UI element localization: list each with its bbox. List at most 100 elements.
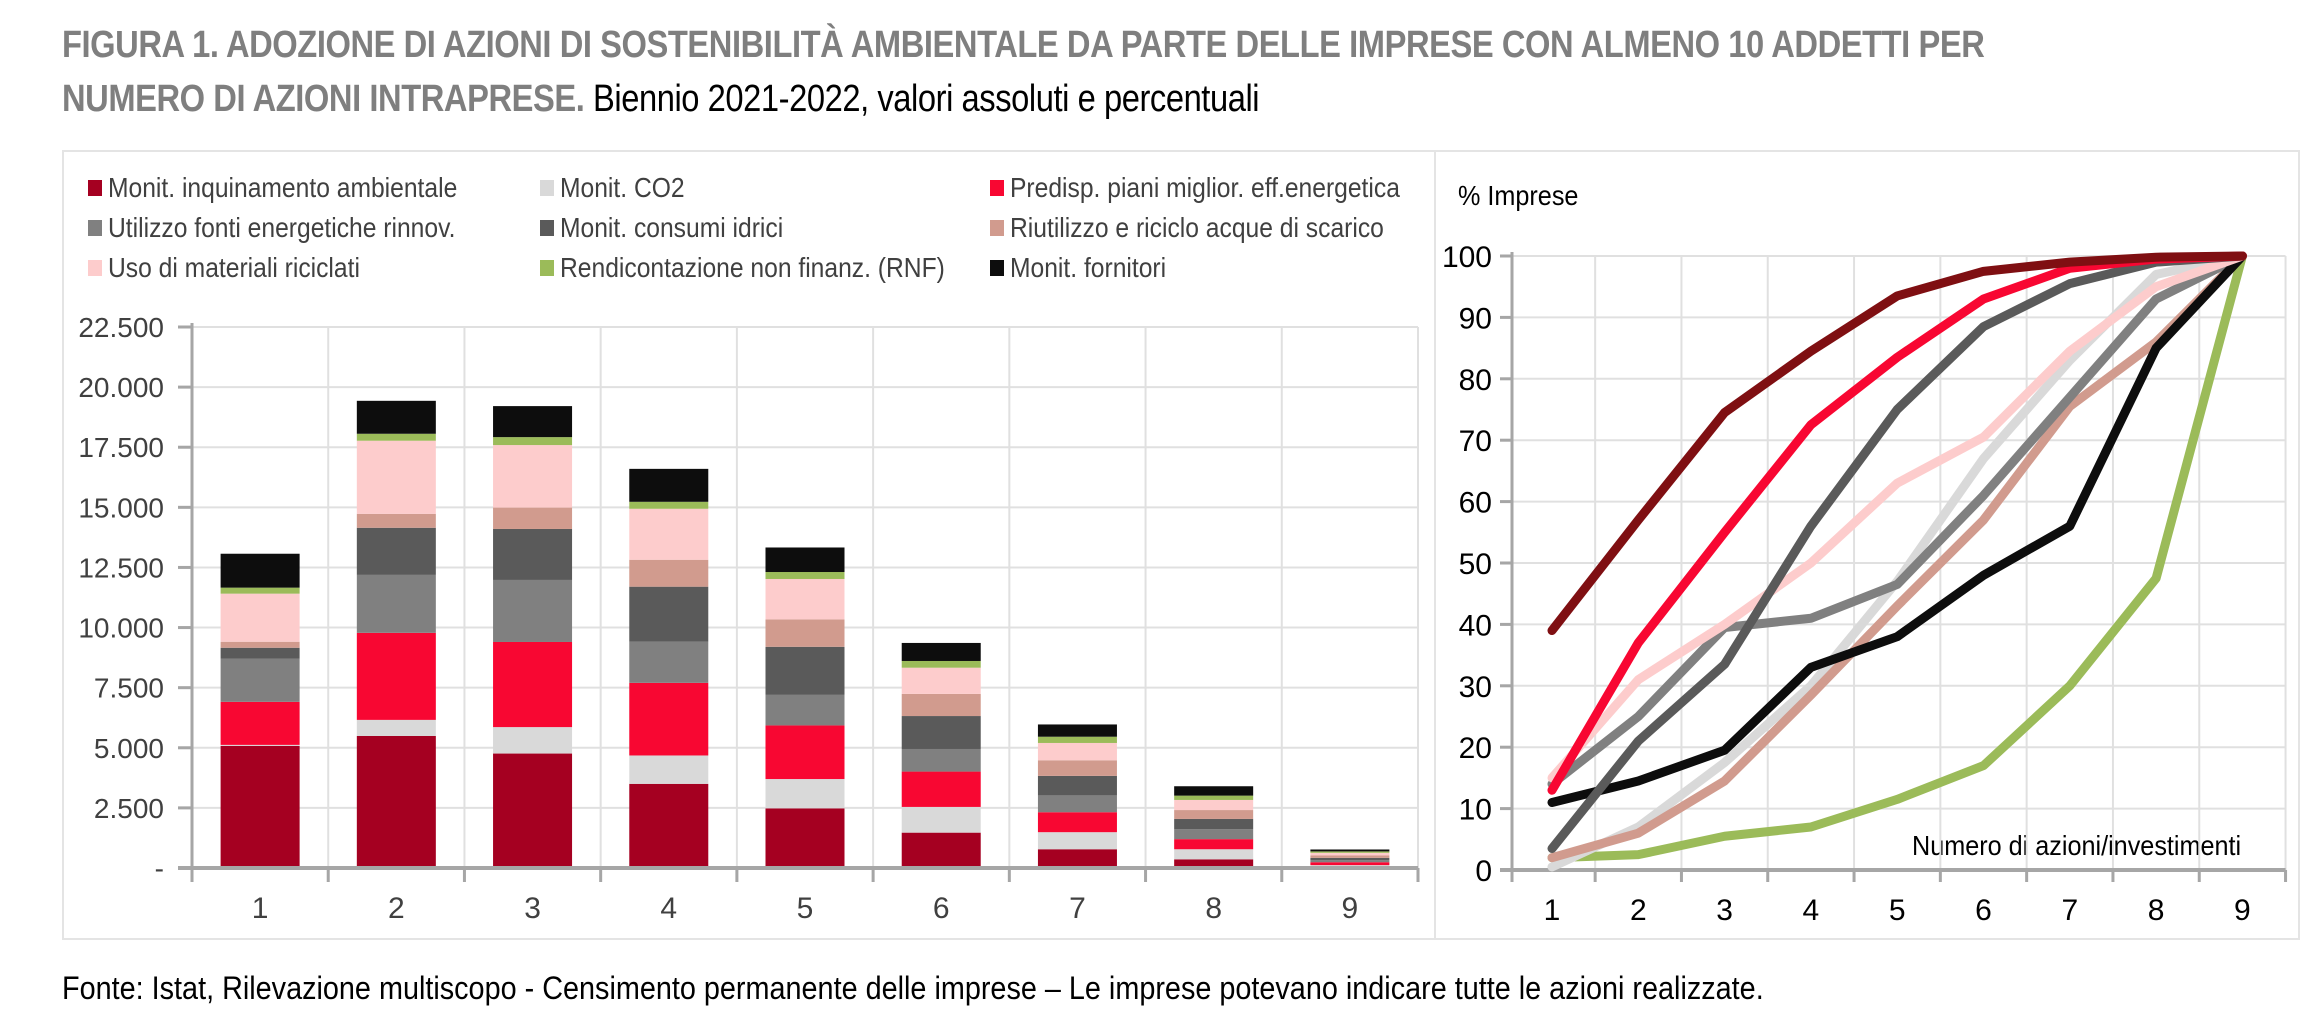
bar-segment [901, 716, 981, 749]
line-y-tick-label: 0 [1475, 855, 1492, 888]
bar-segment [765, 694, 845, 726]
line-series [1547, 251, 2247, 636]
bar-y-tick-label: 17.500 [78, 432, 164, 463]
line-series [1547, 251, 2247, 789]
legend-item: Monit. CO2 [540, 172, 702, 204]
bar-segment [765, 572, 845, 579]
legend-swatch [990, 220, 1004, 236]
bar-segment [629, 783, 709, 868]
bar-segment [1310, 849, 1390, 852]
legend-label: Uso di materiali riciclati [108, 252, 360, 283]
source-note: Fonte: Istat, Rilevazione multiscopo - C… [62, 970, 1764, 1006]
bar-x-tick-label: 5 [797, 892, 814, 925]
bar-segment [220, 593, 300, 642]
bar-segment [356, 440, 436, 514]
title-subtitle: Biennio 2021-2022, valori assoluti e per… [593, 78, 1260, 120]
legend-item: Monit. consumi idrici [540, 212, 814, 244]
bar-segment [356, 574, 436, 633]
bar-y-tick-label: - [155, 853, 164, 884]
line-y-tick-label: 20 [1459, 732, 1492, 765]
bar-segment [220, 745, 300, 868]
bar-segment [1174, 799, 1254, 811]
line-x-tick-label: 4 [1803, 894, 1820, 927]
bar-segment [901, 748, 981, 772]
bar-x-tick-label: 8 [1205, 892, 1222, 925]
bar-segment [1174, 810, 1254, 819]
bar-segment [493, 528, 573, 580]
bar-segment [1174, 849, 1254, 860]
bar-segment [1037, 742, 1117, 761]
bar-segment [1174, 795, 1254, 800]
bar-segment [1037, 832, 1117, 850]
bar-segment [220, 641, 300, 648]
chart-frame [62, 150, 2300, 940]
bar-y-tick-label: 12.500 [78, 552, 164, 583]
bar-segment [765, 808, 845, 868]
line-x-tick-label: 3 [1716, 894, 1733, 927]
line-y-tick-label: 90 [1459, 302, 1492, 335]
bar-segment [1310, 862, 1390, 866]
legend-swatch [88, 180, 102, 196]
bar-y-tick-label: 15.000 [78, 492, 164, 523]
bar-segment [1037, 736, 1117, 743]
bar-segment [629, 641, 709, 683]
legend-swatch [88, 220, 102, 236]
bar-segment [356, 513, 436, 528]
panel-divider [1434, 150, 1436, 940]
bar-segment [1037, 849, 1117, 868]
bar-segment [1310, 860, 1390, 863]
legend-swatch [540, 180, 554, 196]
bar-segment [629, 501, 709, 509]
bar-segment [1174, 818, 1254, 830]
bar-segment [765, 725, 845, 780]
bar-segment [356, 735, 436, 868]
bar-y-tick-label: 2.500 [94, 793, 164, 824]
stacked-bar-chart: - 2.500 5.000 7.500 10.000 12.500 15.000 17.500… [78, 312, 1420, 925]
bar-x-tick-label: 3 [524, 892, 541, 925]
bar-x-tick-label: 6 [933, 892, 950, 925]
bar-segment [901, 832, 981, 868]
bar-y-tick-label: 22.500 [78, 312, 164, 343]
bar-segment [493, 641, 573, 728]
line-y-tick-label: 30 [1459, 671, 1492, 704]
bar-segment [220, 744, 300, 746]
bar-segment [220, 587, 300, 594]
legend-label: Riutilizzo e riciclo acque di scarico [1010, 212, 1384, 243]
bar-x-tick-label: 1 [252, 892, 269, 925]
bar-segment [1174, 786, 1254, 796]
bar-y-tick-label: 5.000 [94, 733, 164, 764]
bar-segment [629, 468, 709, 502]
line-x-tick-label: 5 [1889, 894, 1906, 927]
legend-label: Monit. fornitori [1010, 252, 1167, 283]
figure-title: FIGURA 1. ADOZIONE DI AZIONI DI SOSTENIB… [62, 18, 2002, 126]
line-y-tick-label: 70 [1459, 425, 1492, 458]
bar-segment [493, 437, 573, 446]
line-series [1547, 251, 2247, 783]
legend-label: Predisp. piani miglior. eff.energetica [1010, 172, 1400, 203]
title-line-2-bold: NUMERO DI AZIONI INTRAPRESE. [62, 78, 585, 120]
bar-segment [1174, 829, 1254, 840]
bar-segment [493, 507, 573, 529]
legend-swatch [540, 220, 554, 236]
bar-segment [1310, 851, 1390, 853]
bar-segment [901, 693, 981, 717]
bar-segment [901, 806, 981, 833]
legend-item: Utilizzo fonti energetiche rinnov. [88, 212, 503, 244]
bar-segment [356, 719, 436, 736]
bar-segment [765, 547, 845, 573]
bar-segment [1037, 795, 1117, 813]
bar-segment [220, 553, 300, 588]
bar-y-tick-label: 20.000 [78, 372, 164, 403]
bar-segment [493, 753, 573, 868]
line-x-tick-label: 7 [2061, 894, 2078, 927]
legend-swatch [990, 180, 1004, 196]
bar-segment [629, 682, 709, 756]
bar-segment [1310, 855, 1390, 858]
bar-segment [493, 406, 573, 438]
bar-segment [356, 527, 436, 575]
bar-segment [493, 727, 573, 754]
title-line-1: FIGURA 1. ADOZIONE DI AZIONI DI SOSTENIB… [62, 24, 1985, 66]
line-x-tick-label: 6 [1975, 894, 1992, 927]
legend-item: Predisp. piani miglior. eff.energetica [990, 172, 1453, 204]
bar-segment [629, 559, 709, 587]
